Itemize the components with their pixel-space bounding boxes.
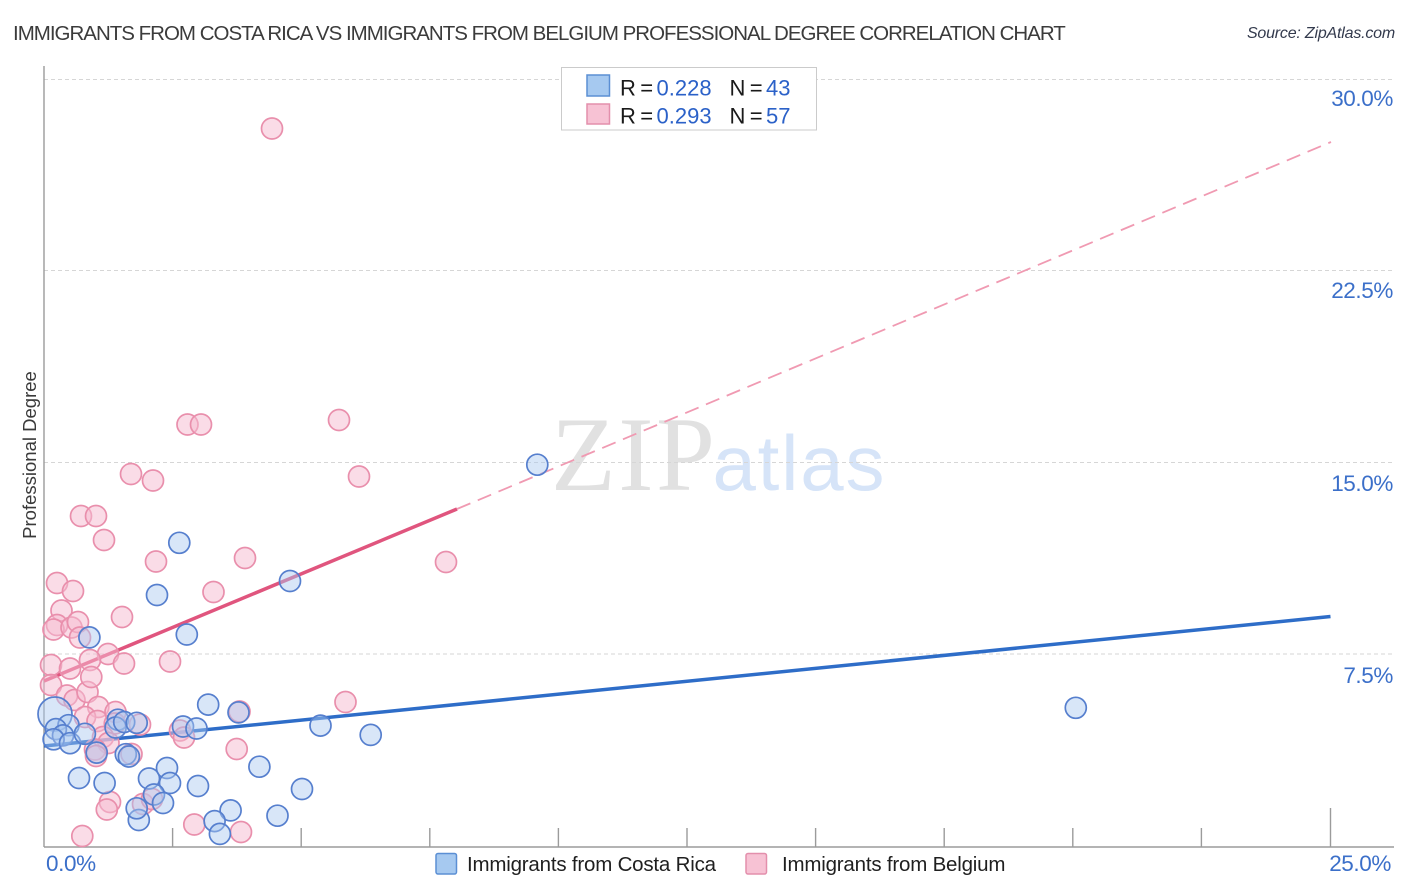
svg-text:R =: R =: [620, 76, 652, 101]
svg-text:0.0%: 0.0%: [46, 851, 96, 876]
svg-text:N =: N =: [730, 76, 762, 101]
svg-text:43: 43: [766, 76, 790, 101]
svg-text:22.5%: 22.5%: [1331, 278, 1393, 303]
svg-text:0.293: 0.293: [657, 104, 712, 129]
svg-text:7.5%: 7.5%: [1343, 663, 1393, 688]
svg-text:25.0%: 25.0%: [1329, 851, 1391, 876]
svg-text:57: 57: [766, 104, 790, 129]
svg-text:0.228: 0.228: [657, 76, 712, 101]
svg-text:30.0%: 30.0%: [1331, 86, 1393, 111]
svg-text:N =: N =: [730, 104, 762, 129]
svg-text:Immigrants from Belgium: Immigrants from Belgium: [782, 853, 1005, 876]
svg-text:15.0%: 15.0%: [1331, 471, 1393, 496]
svg-text:R =: R =: [620, 104, 652, 129]
svg-text:Immigrants from Costa Rica: Immigrants from Costa Rica: [467, 853, 717, 876]
